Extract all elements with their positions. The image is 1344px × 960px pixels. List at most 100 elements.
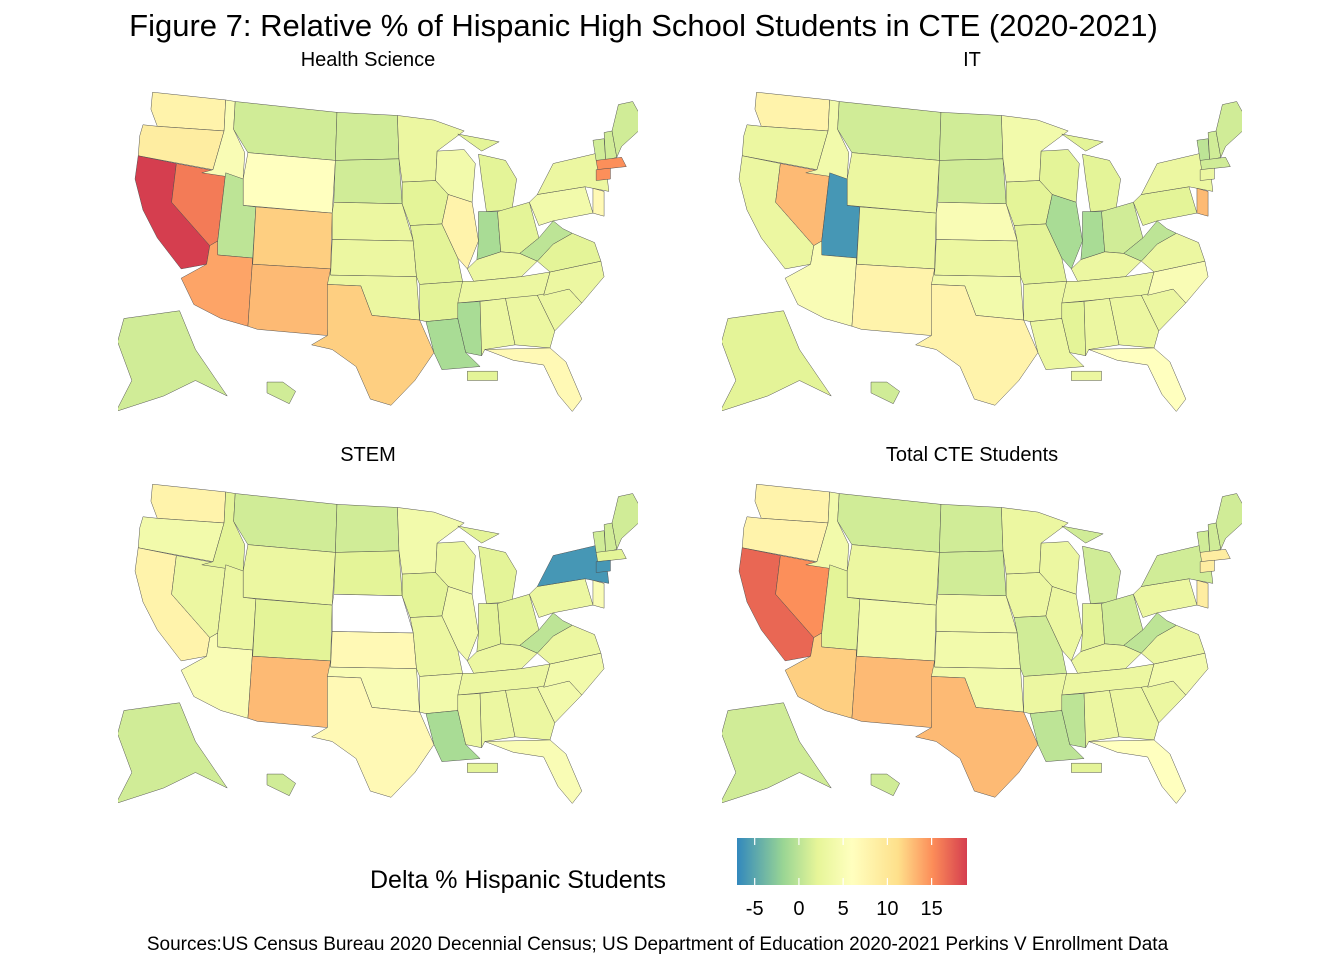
- state-nm: [851, 257, 935, 336]
- state-wa: [150, 92, 226, 132]
- state-ks: [934, 631, 1021, 669]
- state-mt: [837, 493, 942, 553]
- state-nj: [592, 580, 605, 609]
- state-sd: [937, 550, 1007, 597]
- legend-tick-label: 10: [876, 898, 899, 920]
- state-ks: [330, 631, 417, 669]
- legend-tick-label: -5: [745, 898, 764, 920]
- state-ma: [1199, 157, 1231, 170]
- state-nd: [939, 112, 1004, 161]
- state-pr: [467, 762, 498, 773]
- state-ms: [1061, 301, 1086, 356]
- state-mt: [837, 101, 942, 161]
- state-ms: [457, 301, 482, 356]
- state-ga: [505, 295, 556, 349]
- source-note: Sources:US Census Bureau 2020 Decennial …: [146, 934, 1169, 955]
- state-ne: [935, 594, 1018, 634]
- state-nj: [592, 188, 605, 217]
- legend-title: Delta % Hispanic Students: [370, 866, 666, 894]
- state-al: [479, 690, 516, 748]
- state-ne: [331, 202, 414, 242]
- state-nd: [939, 504, 1004, 553]
- state-ga: [1109, 687, 1160, 741]
- state-ia: [401, 180, 449, 226]
- state-fl: [1088, 347, 1187, 412]
- state-wy: [846, 152, 940, 214]
- legend-colorbar: [737, 838, 967, 885]
- panel-title-it: IT: [963, 49, 981, 71]
- state-fl: [1088, 739, 1187, 804]
- state-hi: [266, 773, 296, 796]
- state-nm: [851, 649, 935, 728]
- state-mt: [233, 493, 338, 553]
- state-al: [479, 298, 516, 356]
- state-ga: [505, 687, 556, 741]
- state-ct: [1199, 559, 1215, 573]
- state-nm: [247, 649, 331, 728]
- state-me: [1215, 493, 1242, 550]
- state-ct: [595, 167, 611, 181]
- state-ak: [722, 310, 832, 412]
- state-wa: [754, 92, 830, 132]
- state-in: [476, 603, 501, 652]
- state-in: [476, 211, 501, 260]
- state-ia: [1005, 572, 1053, 618]
- state-co: [856, 598, 937, 662]
- state-wa: [754, 484, 830, 524]
- state-ct: [595, 559, 611, 573]
- panel-title-stem: STEM: [340, 444, 396, 466]
- state-hi: [870, 381, 900, 404]
- state-in: [1080, 603, 1105, 652]
- state-fl: [484, 347, 583, 412]
- state-pr: [1071, 370, 1102, 381]
- legend-tick-label: 15: [920, 898, 943, 920]
- state-me: [611, 493, 638, 550]
- state-ar: [1023, 281, 1067, 322]
- state-nd: [335, 504, 400, 553]
- state-az: [180, 240, 253, 327]
- state-ct: [1199, 167, 1215, 181]
- state-mt: [233, 101, 338, 161]
- state-wy: [242, 152, 336, 214]
- state-ak: [118, 702, 228, 804]
- state-ga: [1109, 295, 1160, 349]
- state-wy: [846, 544, 940, 606]
- state-ar: [419, 673, 463, 714]
- state-ar: [1023, 673, 1067, 714]
- state-nm: [247, 257, 331, 336]
- state-wv: [519, 612, 573, 654]
- state-ma: [1199, 549, 1231, 562]
- state-hi: [266, 381, 296, 404]
- state-sd: [333, 550, 403, 597]
- state-ma: [595, 549, 627, 562]
- state-tx: [915, 284, 1039, 406]
- state-me: [611, 101, 638, 158]
- state-co: [856, 206, 937, 270]
- state-co: [252, 598, 333, 662]
- state-me: [1215, 101, 1242, 158]
- state-co: [252, 206, 333, 270]
- state-tx: [311, 676, 435, 798]
- state-wa: [150, 484, 226, 524]
- state-az: [784, 632, 857, 719]
- state-tx: [311, 284, 435, 406]
- state-in: [1080, 211, 1105, 260]
- state-ne: [935, 202, 1018, 242]
- state-ar: [419, 281, 463, 322]
- state-ia: [401, 572, 449, 618]
- state-hi: [870, 773, 900, 796]
- legend-tick-label: 5: [837, 898, 849, 920]
- state-al: [1083, 298, 1120, 356]
- state-wv: [1123, 612, 1177, 654]
- map-it: [722, 92, 1242, 412]
- state-ne: [331, 594, 414, 634]
- state-al: [1083, 690, 1120, 748]
- state-az: [180, 632, 253, 719]
- state-ks: [330, 239, 417, 277]
- state-ms: [1061, 693, 1086, 748]
- state-pr: [1071, 762, 1102, 773]
- state-ak: [118, 310, 228, 412]
- state-ms: [457, 693, 482, 748]
- state-sd: [937, 158, 1007, 205]
- map-health-science: [118, 92, 638, 412]
